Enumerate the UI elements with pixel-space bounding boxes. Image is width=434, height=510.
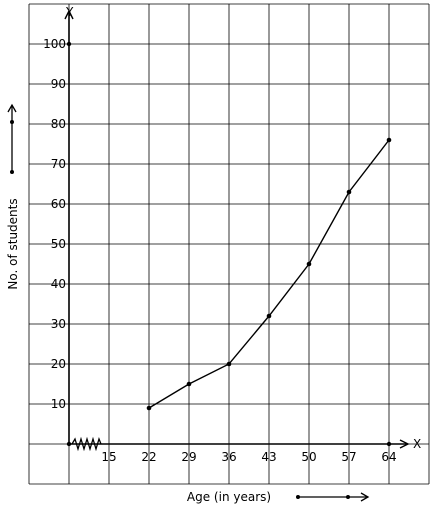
x-tick-label: 29 xyxy=(181,450,196,464)
x-tick-label: 36 xyxy=(221,450,236,464)
data-point xyxy=(226,361,232,367)
y-axis-letter: Y xyxy=(65,5,74,19)
data-point xyxy=(346,189,352,195)
chart-series xyxy=(146,137,392,411)
y-tick-label: 20 xyxy=(51,357,66,371)
x-tick-label: 22 xyxy=(141,450,156,464)
x-axis-label: Age (in years) xyxy=(187,490,271,504)
y-axis-label: No. of students xyxy=(6,198,20,289)
data-point xyxy=(146,405,152,411)
y-tick-label: 60 xyxy=(51,197,66,211)
x-axis-end-point xyxy=(386,441,392,447)
y-tick-label: 80 xyxy=(51,117,66,131)
y-tick-label: 30 xyxy=(51,317,66,331)
x-axis-letter: X xyxy=(413,437,421,451)
data-point xyxy=(186,381,192,387)
y-axis-top-point xyxy=(66,41,72,47)
y-tick-label: 90 xyxy=(51,77,66,91)
chart-axes xyxy=(64,9,410,449)
chart-grid xyxy=(28,3,430,485)
data-point xyxy=(306,261,312,267)
y-tick-label: 50 xyxy=(51,237,66,251)
y-axis-arrow-icon xyxy=(64,9,74,20)
chart-tick-labels: 10 20 30 40 50 60 70 80 90 100 15 22 29 36 43 50 57 64 xyxy=(43,37,397,464)
x-axis-arrow-icon xyxy=(399,439,410,449)
x-tick-label: 50 xyxy=(301,450,316,464)
x-tick-label: 57 xyxy=(341,450,356,464)
y-tick-label: 40 xyxy=(51,277,66,291)
axis-break-icon xyxy=(71,436,102,452)
x-tick-label: 64 xyxy=(381,450,396,464)
y-tick-label: 100 xyxy=(43,37,66,51)
y-label-arrow-icon xyxy=(7,103,17,174)
x-tick-label: 43 xyxy=(261,450,276,464)
y-tick-label: 10 xyxy=(51,397,66,411)
x-label-arrow-icon xyxy=(296,492,370,502)
origin-point xyxy=(66,441,72,447)
data-point xyxy=(386,137,392,143)
x-tick-label: 15 xyxy=(101,450,116,464)
y-tick-label: 70 xyxy=(51,157,66,171)
data-point xyxy=(266,313,272,319)
